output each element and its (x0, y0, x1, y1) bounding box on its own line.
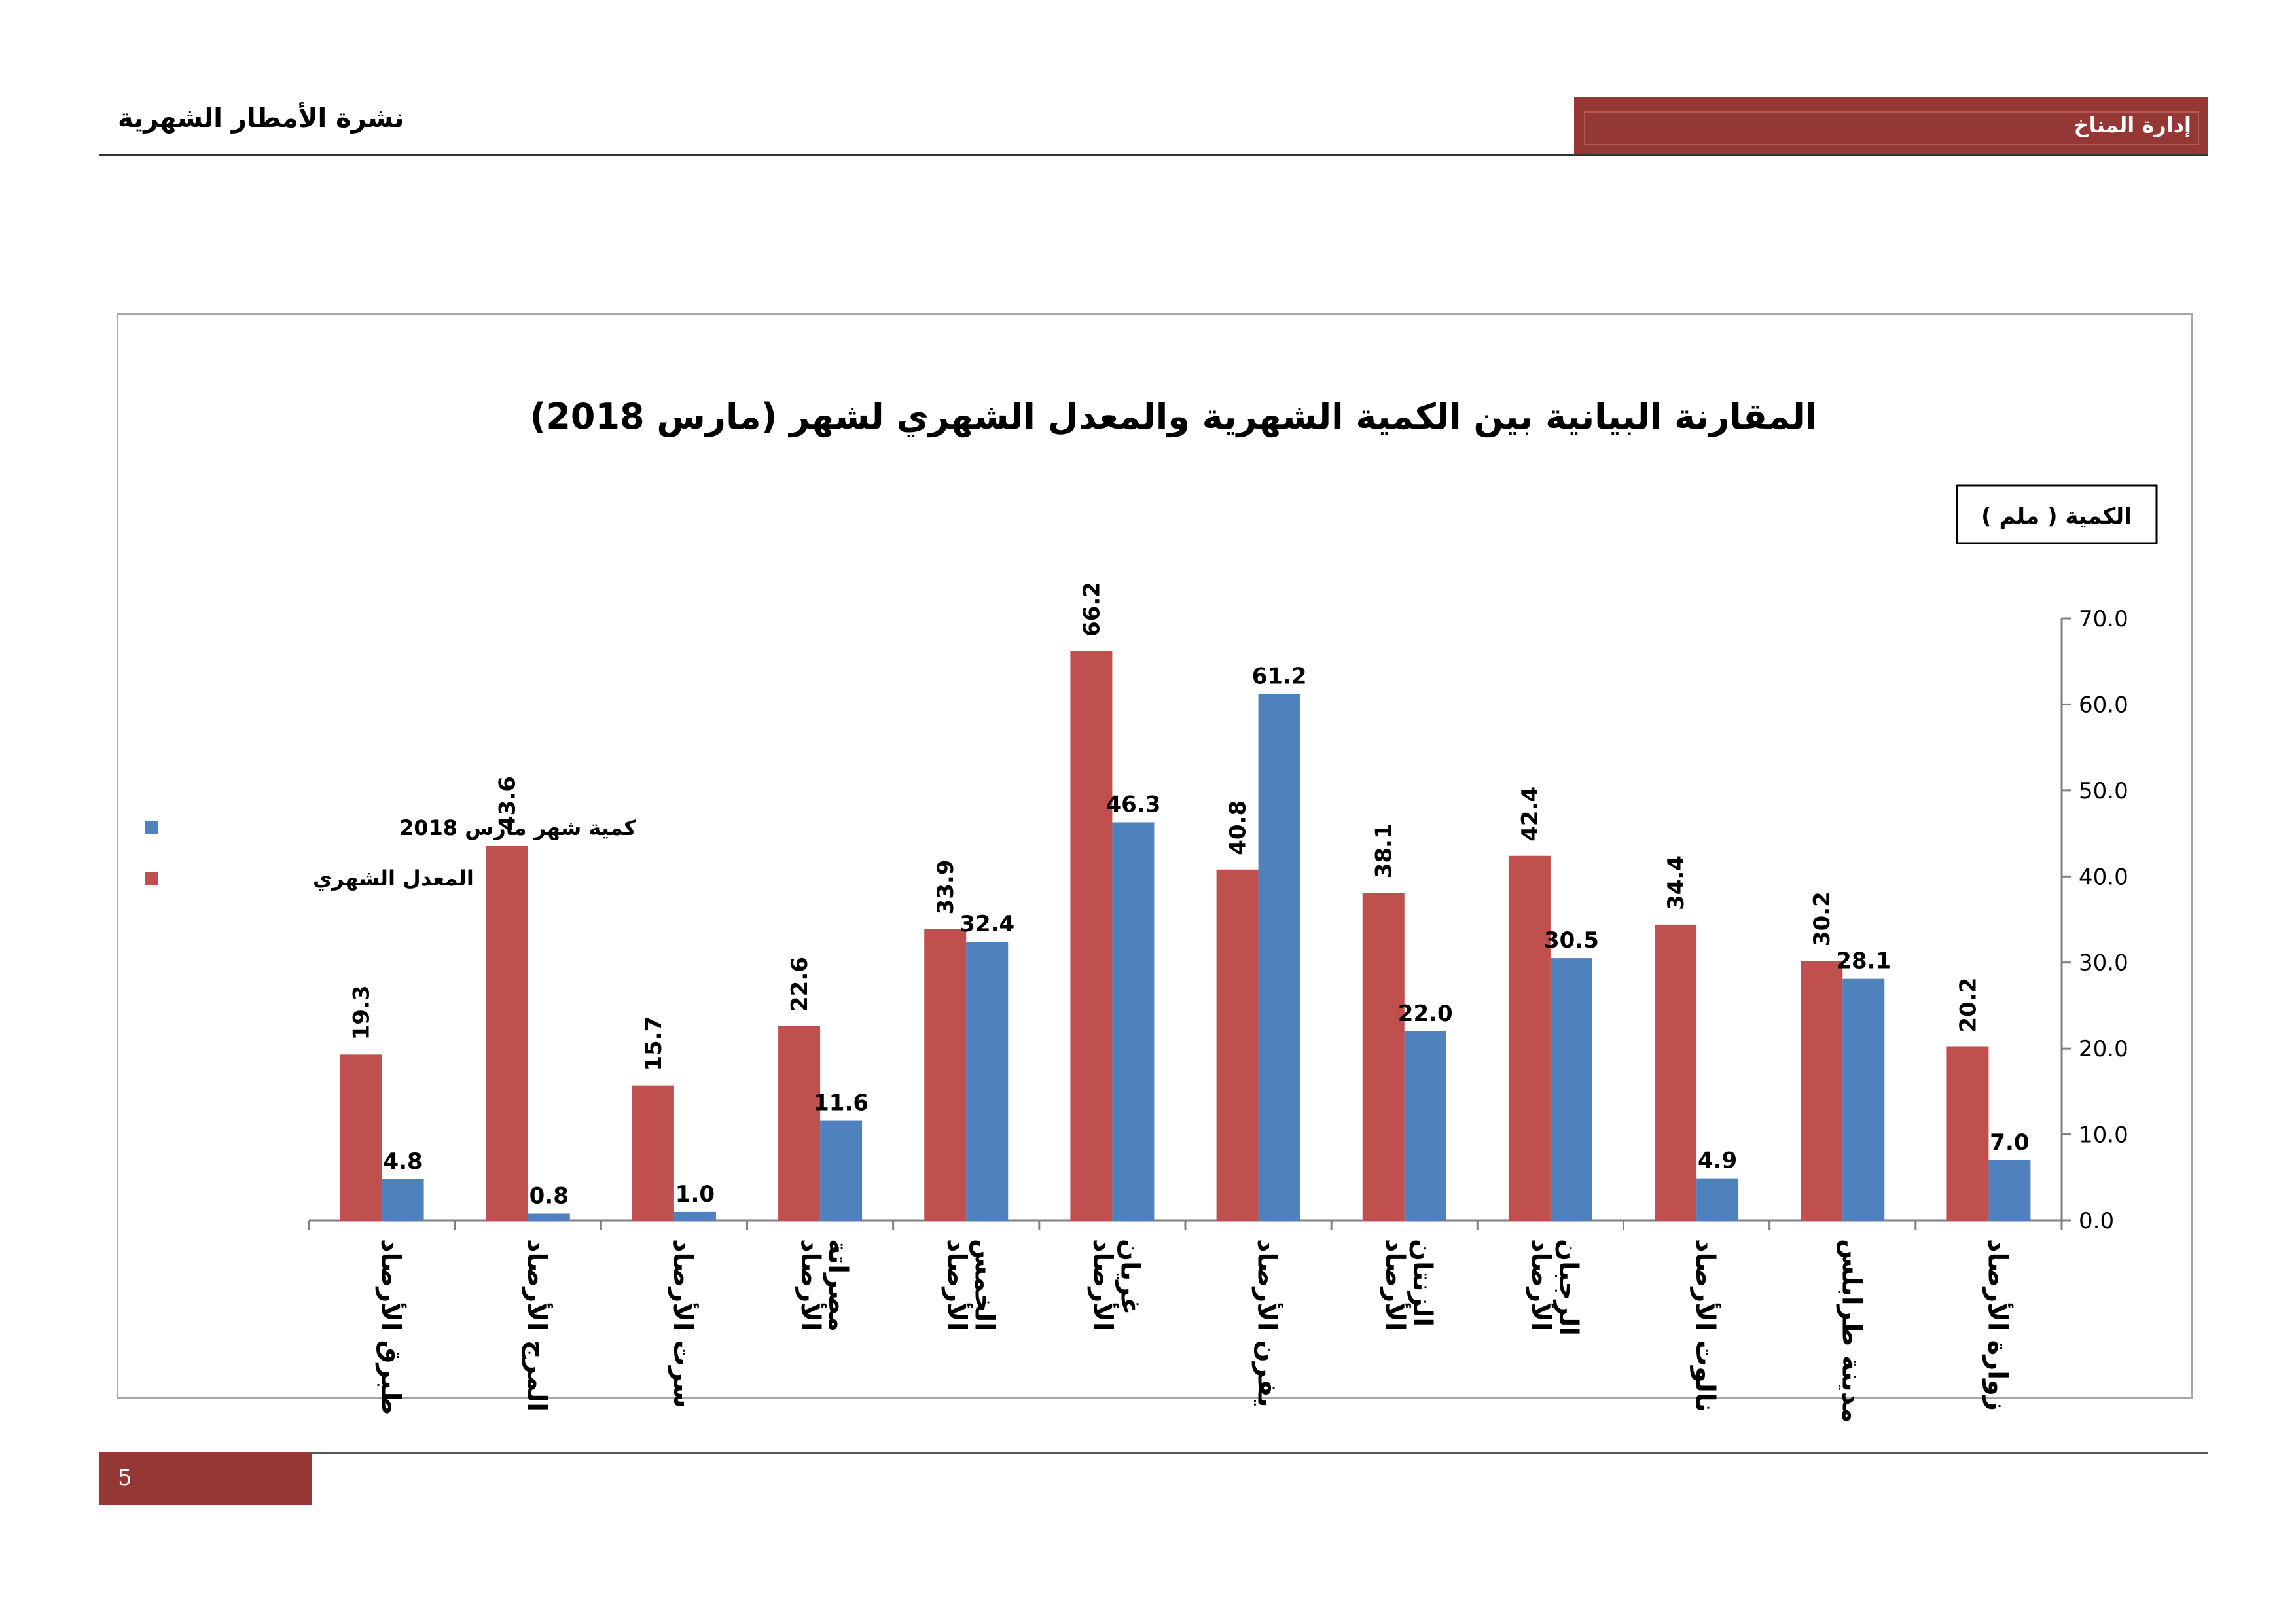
category-label: طبرق الأرصاد (376, 1239, 408, 1415)
category-label: مصراتة (823, 1239, 853, 1332)
category-label: الزنتان (1407, 1239, 1437, 1327)
category-label: مدينة طرابلس (1836, 1239, 1866, 1423)
data-label-current: 4.9 (1698, 1148, 1737, 1174)
bar-current (1112, 822, 1155, 1221)
category-label: الأرصاد (1380, 1239, 1412, 1331)
bar-average (1362, 893, 1405, 1221)
department-title: إدارة المناخ (2073, 113, 2191, 137)
data-label-current: 46.3 (1105, 791, 1160, 817)
bar-current (382, 1179, 424, 1221)
y-axis-label-box (1956, 484, 2158, 544)
data-label-average: 40.8 (1225, 800, 1251, 855)
bar-average (1508, 855, 1551, 1221)
data-label-current: 1.0 (675, 1181, 715, 1207)
bar-average (340, 1054, 382, 1221)
legend-swatch-average (145, 872, 158, 885)
bar-average (1655, 924, 1697, 1221)
legend-swatch-current (145, 821, 158, 834)
data-label-average: 20.2 (1955, 978, 1981, 1033)
bar-average (486, 845, 528, 1221)
bar-current (1988, 1160, 2031, 1221)
y-tick-label: 10.0 (2079, 1122, 2128, 1149)
chart-title: المقارنة البيانية بين الكمية الشهرية وال… (530, 396, 1818, 437)
data-label-average: 33.9 (933, 860, 959, 915)
data-label-current: 22.0 (1398, 1001, 1453, 1027)
y-tick-label: 20.0 (2079, 1036, 2128, 1062)
header-band-border (1584, 111, 2199, 145)
category-label: يفرن الأرصاد (1252, 1239, 1284, 1407)
bar-average (1801, 961, 1843, 1221)
y-tick-label: 40.0 (2079, 864, 2128, 890)
data-label-average: 38.1 (1371, 823, 1397, 878)
y-tick-label: 50.0 (2079, 778, 2128, 804)
bar-current (1696, 1178, 1739, 1221)
bar-average (1946, 1046, 1989, 1221)
category-label: غريان (1115, 1239, 1145, 1315)
data-label-average: 22.6 (787, 957, 813, 1012)
category-label: الأرصاد (1087, 1239, 1119, 1331)
bar-current (820, 1120, 863, 1221)
data-label-average: 30.2 (1809, 891, 1835, 946)
bar-current (1842, 978, 1885, 1221)
category-label: نالوت الأرصاد (1690, 1239, 1722, 1412)
category-label: الخمس (969, 1239, 999, 1331)
y-tick-label: 0.0 (2079, 1208, 2114, 1234)
data-label-average: 43.6 (495, 776, 521, 831)
data-label-current: 11.6 (814, 1090, 869, 1116)
data-label-current: 7.0 (1990, 1130, 2029, 1156)
data-label-average: 66.2 (1079, 582, 1105, 637)
data-label-average: 34.4 (1663, 855, 1689, 910)
bar-current (1404, 1031, 1446, 1221)
y-tick-label: 30.0 (2079, 950, 2128, 976)
bar-current (966, 942, 1009, 1221)
legend-label-current: كمية شهر مارس 2018 (399, 815, 636, 840)
data-label-average: 19.3 (349, 985, 375, 1040)
header-rule (99, 154, 2208, 156)
category-label: الأرصاد (1526, 1239, 1558, 1331)
category-label: الأرصاد (941, 1239, 973, 1331)
bar-current (1258, 694, 1300, 1221)
category-label: الأرصاد (795, 1239, 827, 1331)
data-label-average: 15.7 (641, 1016, 667, 1071)
bar-current (1550, 958, 1592, 1221)
legend-label-average: المعدل الشهري (313, 866, 474, 891)
bar-average (1216, 869, 1259, 1221)
footer-rule (99, 1452, 2208, 1454)
data-label-current: 30.5 (1544, 927, 1599, 954)
data-label-average: 42.4 (1517, 787, 1543, 842)
category-label: سرت الأرصاد (668, 1239, 700, 1408)
data-label-current: 28.1 (1836, 948, 1891, 974)
chart-frame (117, 313, 2193, 1399)
bulletin-title: نشرة الأمطار الشهرية (118, 103, 404, 134)
category-label: الرجبان (1553, 1239, 1583, 1336)
page-number: 5 (118, 1465, 132, 1491)
bar-average (924, 929, 967, 1221)
category-label: زوارة الأرصاد (1982, 1239, 2014, 1411)
bar-average (778, 1026, 821, 1221)
category-label: المرج الأرصاد (522, 1239, 554, 1412)
data-label-current: 0.8 (529, 1183, 569, 1209)
footer-band (99, 1452, 312, 1505)
y-tick-label: 60.0 (2079, 692, 2128, 718)
y-axis-label: الكمية ( ملم ) (1981, 503, 2132, 529)
y-tick-label: 70.0 (2079, 606, 2128, 632)
bar-average (1070, 651, 1113, 1221)
bar-average (632, 1085, 674, 1221)
data-label-current: 32.4 (960, 911, 1014, 937)
bar-current (528, 1213, 570, 1221)
bar-current (673, 1211, 716, 1221)
data-label-current: 61.2 (1252, 664, 1307, 690)
data-label-current: 4.8 (383, 1149, 422, 1175)
